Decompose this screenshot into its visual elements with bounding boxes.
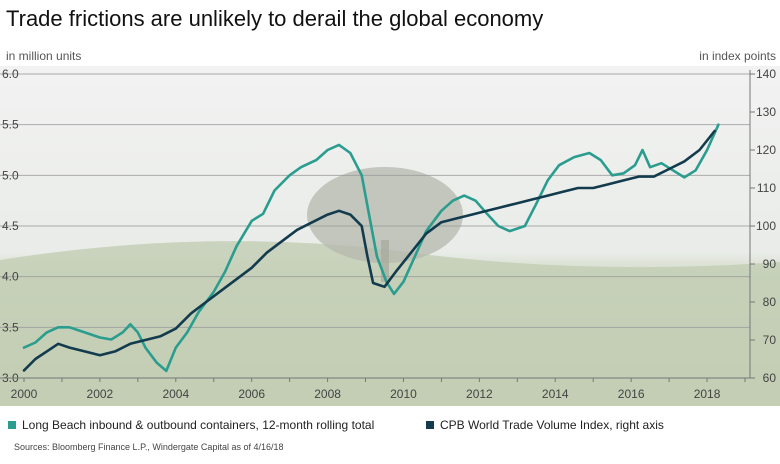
x-axis: 2000 2002 2004 2006 2008 2010 2012 2014 2016 2018 [0, 377, 750, 401]
left-axis: 3.03.54.04.55.05.56.0 [2, 67, 19, 385]
right-tick-label: 130 [756, 105, 776, 119]
right-tick-label: 60 [763, 371, 777, 385]
right-tick-label: 80 [763, 295, 777, 309]
right-axis-unit-label: in index points [699, 49, 776, 63]
left-tick-label: 4.5 [2, 219, 19, 233]
left-tick-label: 5.0 [2, 168, 19, 182]
left-axis-unit-label: in million units [6, 49, 81, 63]
source-note: Sources: Bloomberg Finance L.P., Winderg… [14, 442, 284, 452]
right-axis: 60 70 80 90 100 110 120 130 140 [749, 67, 777, 385]
legend-item-cpb: CPB World Trade Volume Index, right axis [426, 418, 664, 432]
legend-item-long-beach: Long Beach inbound & outbound containers… [8, 418, 374, 432]
x-tick-label: 2018 [694, 387, 721, 401]
x-tick-label: 2016 [618, 387, 645, 401]
x-tick-label: 2004 [162, 387, 189, 401]
left-tick-label: 3.5 [2, 320, 19, 334]
x-tick-label: 2008 [314, 387, 341, 401]
legend-label-cpb: CPB World Trade Volume Index, right axis [440, 418, 664, 432]
chart-area: 3.03.54.04.55.05.56.0 607080901001101201… [0, 49, 780, 406]
right-tick-label: 100 [756, 219, 776, 233]
chart-title: Trade frictions are unlikely to derail t… [6, 6, 544, 31]
background-landscape [0, 66, 780, 406]
series-lines [22, 123, 720, 373]
left-tick-label: 5.5 [2, 118, 19, 132]
series-line-long-beach [22, 123, 720, 373]
right-tick-label: 70 [763, 333, 777, 347]
x-tick-label: 2014 [542, 387, 569, 401]
legend-swatch-long-beach [8, 421, 16, 429]
x-tick-label: 2002 [87, 387, 114, 401]
legend-swatch-cpb [426, 421, 434, 429]
left-tick-label: 4.0 [2, 270, 19, 284]
right-tick-label: 110 [757, 181, 776, 195]
x-tick-label: 2012 [466, 387, 493, 401]
left-tick-label: 6.0 [2, 67, 19, 81]
right-tick-label: 140 [756, 67, 776, 81]
legend-label-long-beach: Long Beach inbound & outbound containers… [22, 418, 375, 432]
right-tick-label: 90 [763, 257, 777, 271]
right-tick-label: 120 [756, 143, 776, 157]
x-tick-label: 2010 [390, 387, 417, 401]
series-line-cpb [22, 129, 716, 372]
x-tick-label: 2000 [11, 387, 38, 401]
x-tick-label: 2006 [238, 387, 265, 401]
